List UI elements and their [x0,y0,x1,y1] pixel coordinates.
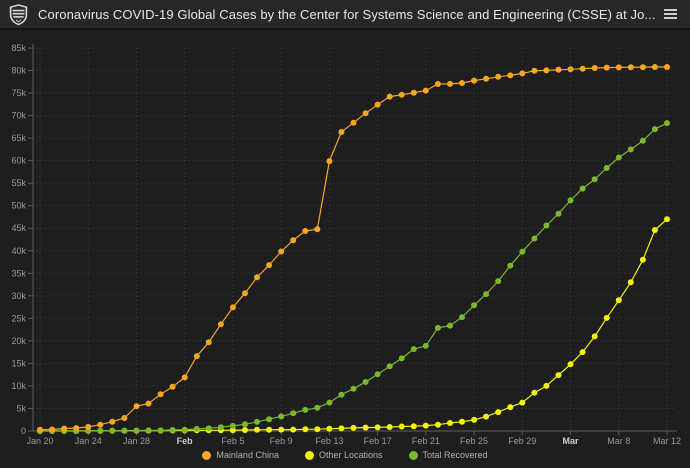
hamburger-menu-icon[interactable] [661,5,680,23]
page-title: Coronavirus COVID-19 Global Cases by the… [38,6,656,22]
legend-item-total-recovered: Total Recovered [408,450,488,460]
svg-text:30k: 30k [11,291,26,301]
johns-hopkins-shield-icon [9,3,28,25]
svg-text:50k: 50k [11,201,26,211]
svg-text:Jan 24: Jan 24 [75,436,102,446]
chart-panel: 0 5k 10k 15k 20k 25k 30k 35k 40k 45k 50k 55k 60k 65k 7… [0,30,690,468]
svg-text:35k: 35k [11,268,26,278]
legend-label-mainland-china: Mainland China [216,450,279,460]
svg-text:Jan 28: Jan 28 [123,436,150,446]
svg-text:15k: 15k [11,358,26,368]
svg-text:Mar 12: Mar 12 [653,436,681,446]
svg-text:45k: 45k [11,223,26,233]
svg-text:55k: 55k [11,178,26,188]
legend-item-mainland-china: Mainland China [202,450,279,460]
svg-text:Feb 25: Feb 25 [460,436,488,446]
svg-text:Feb 5: Feb 5 [221,436,244,446]
svg-text:40k: 40k [11,246,26,256]
header-bar: Coronavirus COVID-19 Global Cases by the… [0,0,690,30]
legend-dot-total-recovered [408,450,418,460]
svg-text:Feb 29: Feb 29 [508,436,536,446]
svg-text:Mar 8: Mar 8 [607,436,630,446]
svg-text:60k: 60k [11,156,26,166]
svg-text:20k: 20k [11,336,26,346]
svg-text:Jan 20: Jan 20 [26,436,53,446]
svg-text:25k: 25k [11,313,26,323]
svg-text:Feb 9: Feb 9 [270,436,293,446]
svg-text:80k: 80k [11,66,26,76]
legend-dot-other-locations [304,450,314,460]
legend-dot-mainland-china [202,450,212,460]
svg-text:0: 0 [21,426,26,436]
cases-line-chart[interactable]: 0 5k 10k 15k 20k 25k 30k 35k 40k 45k 50k 55k 60k 65k 7… [0,30,690,468]
svg-text:Feb 13: Feb 13 [315,436,343,446]
svg-text:Feb 21: Feb 21 [412,436,440,446]
svg-text:Feb 17: Feb 17 [364,436,392,446]
svg-text:65k: 65k [11,133,26,143]
svg-text:Feb: Feb [177,436,194,446]
chart-legend: Mainland China Other Locations Total Rec… [0,450,690,460]
svg-text:70k: 70k [11,111,26,121]
legend-item-other-locations: Other Locations [304,450,383,460]
legend-label-other-locations: Other Locations [318,450,383,460]
legend-label-total-recovered: Total Recovered [422,450,488,460]
svg-text:Mar: Mar [563,436,580,446]
svg-text:10k: 10k [11,381,26,391]
svg-text:5k: 5k [16,403,26,413]
svg-text:75k: 75k [11,88,26,98]
svg-text:85k: 85k [11,43,26,53]
